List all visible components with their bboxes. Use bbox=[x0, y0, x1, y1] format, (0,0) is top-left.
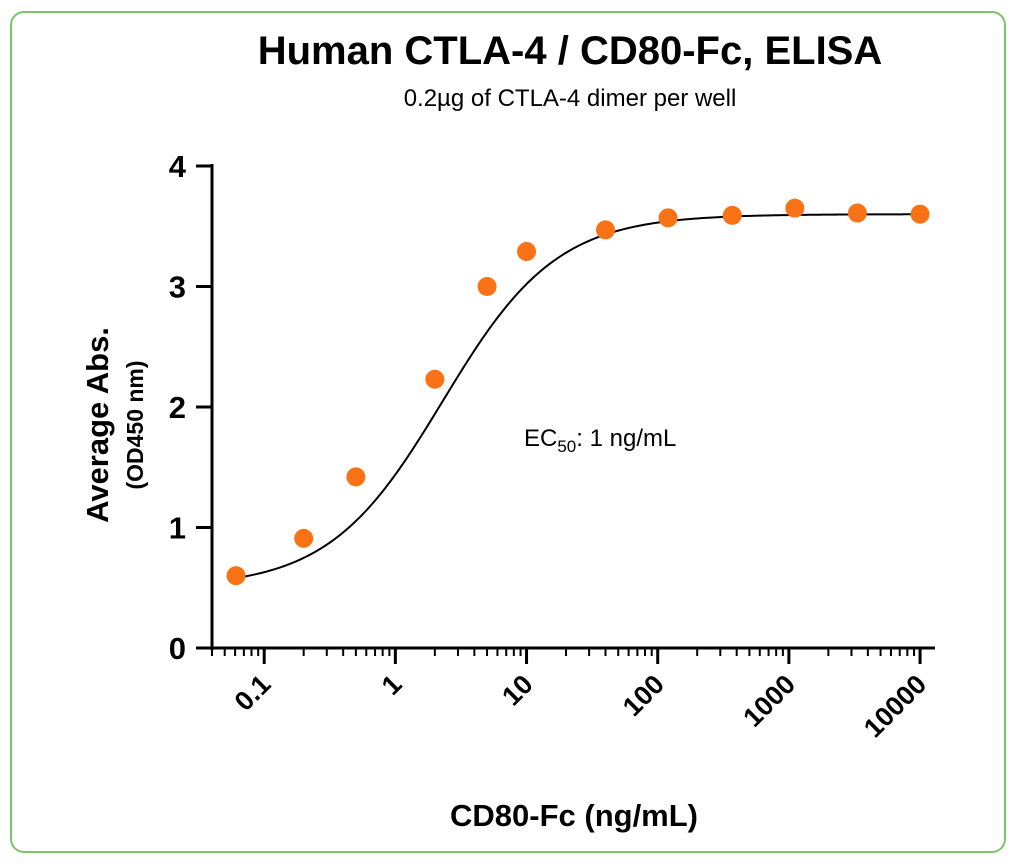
y-tick-label: 4 bbox=[169, 149, 187, 184]
data-point bbox=[785, 198, 805, 218]
data-point bbox=[517, 242, 537, 262]
data-point bbox=[847, 203, 867, 223]
y-axis-sublabel: (OD450 nm) bbox=[122, 360, 148, 489]
data-point bbox=[910, 204, 930, 224]
x-tick-label: 1 bbox=[376, 669, 408, 701]
fit-curve-group bbox=[235, 213, 921, 580]
y-tick-label: 2 bbox=[169, 390, 186, 425]
ec50-subscript: 50 bbox=[557, 437, 576, 456]
y-axis-label: Average Abs. bbox=[80, 327, 115, 523]
data-point bbox=[658, 208, 678, 228]
y-tick-label: 1 bbox=[169, 511, 186, 546]
data-point bbox=[722, 205, 742, 225]
chart-title: Human CTLA-4 / CD80-Fc, ELISA bbox=[257, 29, 883, 73]
fit-curve bbox=[235, 213, 921, 580]
ec50-prefix: EC bbox=[524, 425, 557, 452]
chart-frame bbox=[10, 11, 1006, 853]
y-tick-label: 3 bbox=[169, 270, 186, 305]
ec50-suffix: : 1 ng/mL bbox=[576, 425, 676, 452]
data-point bbox=[294, 528, 314, 548]
data-point bbox=[477, 277, 497, 296]
x-tick-label: 10 bbox=[496, 669, 538, 711]
x-tick-label: 100 bbox=[617, 669, 670, 722]
data-point bbox=[226, 566, 246, 586]
data-point bbox=[346, 467, 366, 487]
data-point bbox=[425, 369, 445, 389]
y-tick-label: 0 bbox=[169, 631, 186, 666]
data-point bbox=[596, 220, 616, 240]
x-tick-label: 0.1 bbox=[229, 669, 277, 717]
x-tick-label: 10000 bbox=[858, 669, 932, 743]
chart-subtitle: 0.2µg of CTLA-4 dimer per well bbox=[403, 85, 737, 112]
x-axis-label: CD80-Fc (ng/mL) bbox=[450, 798, 698, 833]
data-points bbox=[226, 198, 930, 586]
ec50-annotation: EC50: 1 ng/mL bbox=[524, 425, 676, 456]
x-tick-label: 1000 bbox=[737, 669, 801, 733]
